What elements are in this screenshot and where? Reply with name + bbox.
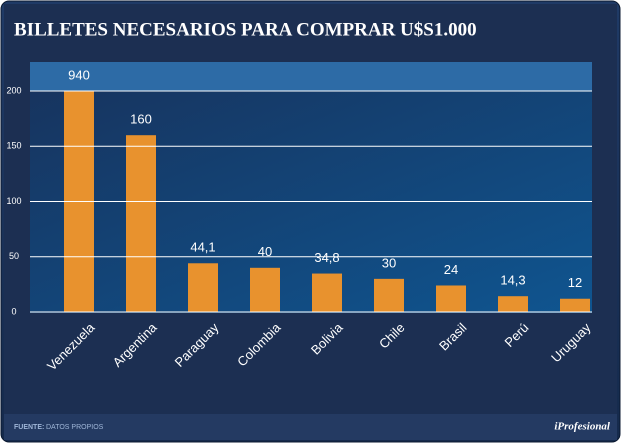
bar [126, 135, 156, 312]
y-tick-label: 0 [11, 306, 16, 316]
bar [312, 273, 342, 312]
chart-title: BILLETES NECESARIOS PARA COMPRAR U$S1.00… [14, 19, 477, 40]
value-label: 44,1 [190, 240, 215, 255]
footer [4, 414, 617, 440]
bar [498, 296, 528, 312]
value-label: 30 [382, 255, 396, 270]
y-tick-label: 150 [6, 141, 21, 151]
source-label: FUENTE: [14, 424, 44, 431]
bar [188, 263, 218, 312]
value-label: 14,3 [500, 273, 525, 288]
value-label: 40 [258, 244, 272, 259]
value-label: 24 [444, 262, 458, 277]
value-label: 940 [68, 67, 90, 82]
value-label: 34,8 [314, 250, 339, 265]
y-tick-label: 50 [9, 251, 19, 261]
bar [374, 278, 404, 312]
y-tick-label: 200 [6, 85, 21, 95]
bar [560, 298, 590, 312]
source-text: DATOS PROPIOS [46, 424, 104, 431]
brand: iProfesional [554, 421, 611, 433]
value-label: 12 [568, 275, 582, 290]
value-label: 160 [130, 112, 152, 127]
bar [436, 285, 466, 312]
y-tick-label: 100 [6, 196, 21, 206]
break-band [30, 62, 592, 91]
bar [250, 267, 280, 312]
